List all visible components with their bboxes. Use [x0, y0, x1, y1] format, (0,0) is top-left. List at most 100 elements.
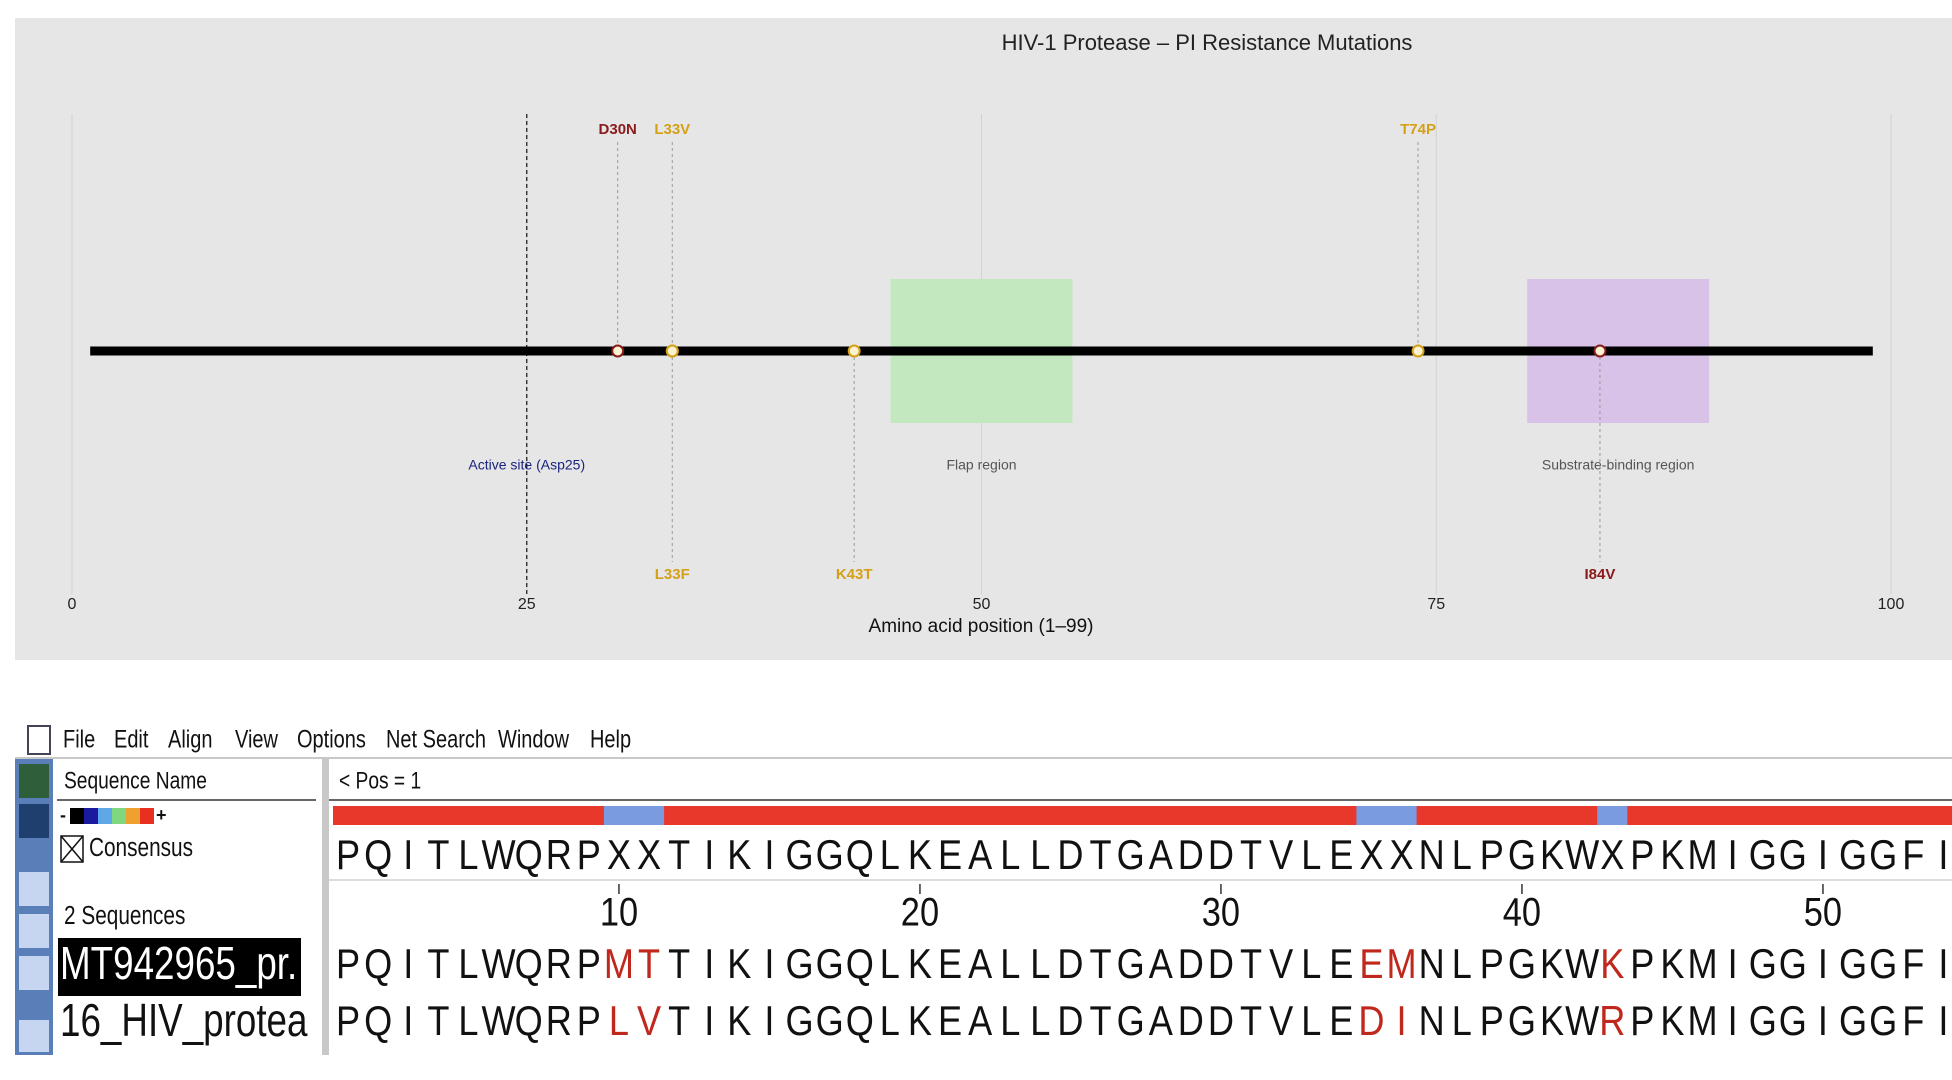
- residue: P: [1630, 942, 1654, 988]
- menu-item[interactable]: File: [63, 726, 95, 754]
- residue: G: [816, 942, 844, 988]
- consensus-residue: A: [968, 833, 993, 879]
- consensus-residue: G: [1839, 833, 1867, 879]
- consensus-residue: I: [1818, 833, 1828, 879]
- menu-item[interactable]: Window: [498, 726, 570, 754]
- conservation-bar: [814, 806, 846, 825]
- residue: V: [1269, 999, 1293, 1045]
- residue: L: [1030, 999, 1050, 1045]
- consensus-checkbox[interactable]: [60, 835, 84, 863]
- ruler-label: 30: [1202, 889, 1240, 934]
- consensus-residue: X: [1600, 833, 1624, 879]
- residue: K: [727, 999, 751, 1045]
- menu-item[interactable]: Edit: [114, 726, 149, 754]
- consensus-residue: W: [482, 833, 516, 879]
- residue: E: [1359, 942, 1383, 988]
- residue: W: [482, 999, 516, 1045]
- consensus-residue: T: [668, 833, 690, 879]
- residue: K: [1540, 999, 1564, 1045]
- residue: A: [1149, 942, 1174, 988]
- consensus-residue: D: [1208, 833, 1234, 879]
- residue: G: [1779, 999, 1807, 1045]
- conservation-bar: [1807, 806, 1839, 825]
- consensus-residue: P: [336, 833, 360, 879]
- residue: P: [336, 942, 360, 988]
- menu-item[interactable]: Net Search: [386, 726, 486, 754]
- scale-swatch: [98, 808, 112, 824]
- menu-item[interactable]: Options: [297, 726, 366, 754]
- consensus-residue: R: [546, 833, 572, 879]
- residue: G: [1508, 942, 1536, 988]
- residue: T: [668, 942, 690, 988]
- sequence-name[interactable]: MT942965_pr.: [60, 937, 297, 989]
- residue: L: [1000, 999, 1020, 1045]
- conservation-bar: [1175, 806, 1207, 825]
- residue: I: [704, 942, 714, 988]
- mutation-marker: [665, 344, 679, 358]
- residue: I: [764, 999, 774, 1045]
- residue: M: [1688, 942, 1718, 988]
- residue: E: [1329, 999, 1353, 1045]
- menu-item[interactable]: Help: [590, 726, 631, 754]
- menu-item[interactable]: Align: [168, 726, 212, 754]
- residue: T: [668, 999, 690, 1045]
- consensus-residue: K: [1540, 833, 1564, 879]
- conservation-bar: [423, 806, 454, 825]
- consensus-residue: L: [1452, 833, 1472, 879]
- residue: I: [1397, 999, 1407, 1045]
- conservation-bar: [513, 806, 545, 825]
- residue: L: [880, 942, 900, 988]
- conservation-bar: [333, 806, 364, 825]
- conservation-bar: [1476, 806, 1508, 825]
- residue: G: [1779, 942, 1807, 988]
- consensus-residue: W: [1565, 833, 1599, 879]
- residue: K: [1660, 999, 1684, 1045]
- conservation-bar: [965, 806, 996, 825]
- mutation-label: K43T: [836, 566, 873, 583]
- residue: L: [1452, 999, 1472, 1045]
- residue: R: [546, 999, 572, 1045]
- tool-icon: [19, 956, 49, 990]
- conservation-bar: [1717, 806, 1749, 825]
- residue: K: [1660, 942, 1684, 988]
- residue: L: [1000, 942, 1020, 988]
- conservation-bar: [1537, 806, 1568, 825]
- checkbox-mark: [60, 835, 84, 863]
- conservation-bar: [874, 806, 906, 825]
- consensus-residue: L: [1030, 833, 1050, 879]
- consensus-residue: L: [1301, 833, 1321, 879]
- consensus-residue: G: [1869, 833, 1897, 879]
- residue: W: [482, 942, 516, 988]
- sequence-name[interactable]: 16_HIV_protea: [60, 994, 308, 1046]
- menu-icon[interactable]: [27, 725, 51, 755]
- conservation-bar: [844, 806, 876, 825]
- consensus-residue: N: [1419, 833, 1445, 879]
- consensus-residue: G: [786, 833, 814, 879]
- residue: P: [336, 999, 360, 1045]
- conservation-bar: [1627, 806, 1658, 825]
- consensus-residue: Q: [515, 833, 543, 879]
- tool-icon: [19, 872, 49, 906]
- pane-divider[interactable]: [322, 758, 329, 1055]
- residue: G: [1839, 942, 1867, 988]
- conservation-bar: [483, 806, 515, 825]
- residue: W: [1565, 942, 1599, 988]
- x-tick-label: 100: [1878, 596, 1905, 613]
- consensus-residue: F: [1902, 833, 1924, 879]
- menu-item[interactable]: View: [235, 726, 279, 754]
- tool-icon: [19, 764, 49, 798]
- selected-row: [58, 938, 301, 996]
- consensus-residue: G: [1749, 833, 1777, 879]
- consensus-residue: E: [1329, 833, 1353, 879]
- residue: Q: [515, 942, 543, 988]
- tool-icon: [19, 804, 49, 838]
- residue: G: [1869, 999, 1897, 1045]
- residue: W: [1565, 999, 1599, 1045]
- consensus-residue: T: [1240, 833, 1262, 879]
- conservation-bar: [603, 806, 635, 825]
- consensus-residue: P: [577, 833, 601, 879]
- conservation-bar: [1597, 806, 1628, 825]
- residue: I: [403, 942, 413, 988]
- residue: T: [1240, 999, 1262, 1045]
- residue: I: [1818, 999, 1828, 1045]
